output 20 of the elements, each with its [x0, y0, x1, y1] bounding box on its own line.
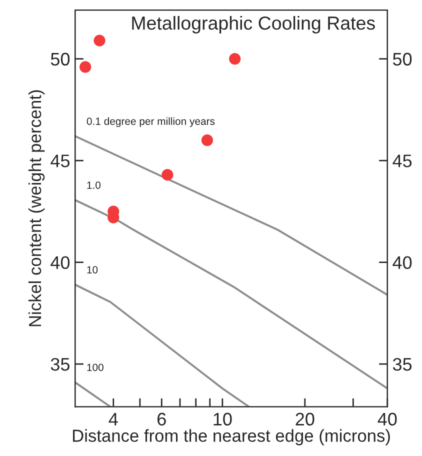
y-tick-label: 40 [50, 256, 70, 270]
x-tick-label: 10 [214, 412, 232, 426]
y-axis-title: Nickel content (weight percent) [28, 90, 45, 326]
x-tick-label: 40 [378, 412, 397, 426]
x-tick-label: 6 [158, 412, 166, 426]
x-tick-label: 4 [108, 412, 118, 426]
y-tick-label: 45 [50, 154, 70, 168]
series-label: 10 [87, 266, 98, 274]
y2-tick-label: 35 [392, 358, 412, 371]
y-tick-label: 50 [50, 52, 70, 66]
series-label: 0.1 degree per million years [86, 117, 215, 128]
y2-tick-label: 40 [392, 256, 412, 270]
y-tick-label: 35 [50, 358, 70, 371]
x-tick-label: 20 [296, 412, 314, 426]
chart-title: Metallographic Cooling Rates [132, 16, 375, 34]
series-label: 100 [87, 364, 104, 372]
y2-tick-label: 50 [392, 52, 412, 66]
y2-tick-label: 45 [392, 154, 412, 168]
x-axis-title: Distance from the nearest edge (microns) [73, 429, 390, 446]
series-label: 1.0 [87, 181, 101, 189]
